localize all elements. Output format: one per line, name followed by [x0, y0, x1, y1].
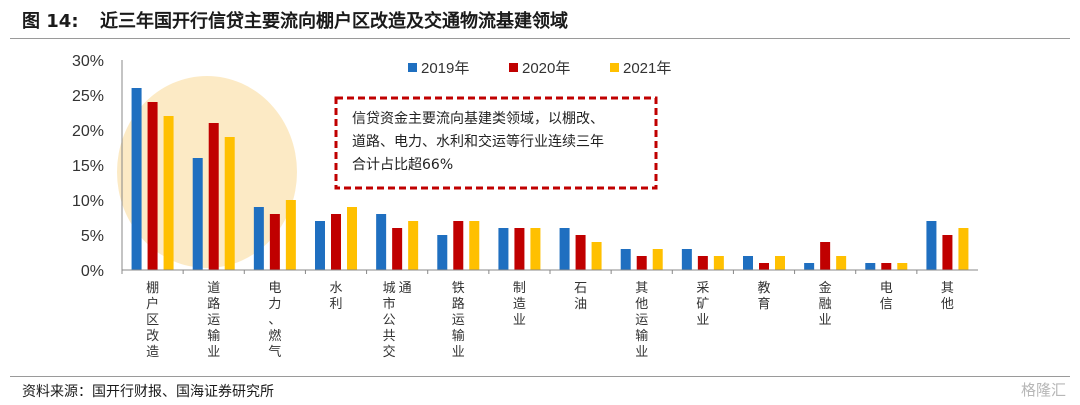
bar-2020年-采矿业	[697, 256, 708, 270]
bar-2020年-棚户区改造	[147, 102, 158, 270]
bar-2021年-道路运输业	[224, 137, 235, 270]
bar-2020年-石油	[575, 235, 586, 270]
x-category-label: 棚户区改造	[146, 281, 159, 360]
bar-2020年-道路运输业	[208, 123, 219, 270]
figure-title: 近三年国开行信贷主要流向棚户区改造及交通物流基建领域	[100, 11, 568, 32]
x-category-label: 铁路运输业	[452, 281, 465, 360]
x-category-label: 电力、燃气	[268, 281, 281, 360]
bar-2019年-教育	[743, 256, 753, 270]
annotation-line: 道路、电力、水利和交运等行业连续三年	[352, 133, 604, 150]
bar-2020年-铁路运输业	[453, 221, 464, 270]
y-tick-label: 20%	[72, 123, 104, 140]
bar-chart: 0% 5% 10% 15% 20% 25% 30% 棚户区改造 道路运输业 电力、燃气 水利 城市公…	[72, 53, 978, 360]
bar-2021年-制造业	[530, 228, 541, 270]
source-note: 资料来源：国开行财报、国海证券研究所	[22, 384, 274, 400]
bar-2019年-制造业	[498, 228, 509, 270]
annotation-text: 信贷资金主要流向基建类领域，以棚改、道路、电力、水利和交运等行业连续三年合计占比…	[352, 110, 604, 173]
bar-2019年-采矿业	[681, 249, 692, 270]
x-category-label: 水利	[329, 281, 342, 312]
bar-2021年-棚户区改造	[163, 116, 174, 270]
y-tick-label: 25%	[72, 88, 104, 105]
bar-2019年-城市公共交通	[376, 214, 387, 270]
x-category-label: 城市公共交通	[383, 281, 412, 360]
footer-rule	[10, 376, 1070, 377]
header-rule	[10, 38, 1070, 39]
annotation-line: 信贷资金主要流向基建类领域，以棚改、	[352, 110, 604, 127]
bar-2019年-石油	[559, 228, 570, 270]
bar-2021年-其他	[958, 228, 969, 270]
y-tick-label: 15%	[72, 158, 104, 175]
x-category-label: 电信	[880, 281, 893, 312]
bar-2020年-城市公共交通	[392, 228, 403, 270]
bar-2019年-其他	[926, 221, 937, 270]
bar-2019年-铁路运输业	[437, 235, 448, 270]
bar-2020年-水利	[331, 214, 341, 270]
y-tick-label: 10%	[72, 193, 104, 210]
legend: 2019年 2020年 2021年	[408, 60, 671, 77]
bar-2020年-电力、燃气	[269, 214, 280, 270]
bar-2019年-金融业	[804, 263, 815, 270]
legend-label: 2020年	[522, 60, 570, 77]
bar-2020年-教育	[759, 263, 769, 270]
x-category-label: 其他	[941, 281, 954, 312]
x-category-label: 石油	[574, 281, 587, 312]
bar-2021年-采矿业	[713, 256, 724, 270]
bar-2019年-棚户区改造	[131, 88, 142, 270]
watermark: 格隆汇	[1020, 381, 1066, 399]
bar-2020年-金融业	[820, 242, 831, 270]
y-tick-label: 0%	[81, 263, 104, 280]
legend-swatch	[509, 63, 518, 72]
bar-2020年-其他运输业	[636, 256, 647, 270]
x-category-label: 金融业	[819, 280, 832, 328]
x-category-label: 制造业	[513, 281, 526, 328]
x-category-label: 教育	[757, 280, 770, 312]
bar-2019年-水利	[315, 221, 325, 270]
bar-2021年-城市公共交通	[408, 221, 419, 270]
bars-group	[131, 88, 969, 270]
bar-2020年-制造业	[514, 228, 525, 270]
bar-2019年-道路运输业	[192, 158, 203, 270]
bar-2021年-其他运输业	[652, 249, 663, 270]
annotation-line: 合计占比超66%	[352, 157, 453, 173]
bar-2021年-电信	[897, 263, 908, 270]
bar-2019年-其他运输业	[620, 249, 631, 270]
x-category-label: 其他运输业	[635, 281, 648, 360]
bar-2019年-电力、燃气	[253, 207, 264, 270]
figure-header: 图 14: 近三年国开行信贷主要流向棚户区改造及交通物流基建领域	[0, 0, 1080, 38]
y-tick-label: 5%	[81, 228, 104, 245]
bar-2021年-金融业	[836, 256, 847, 270]
annotation-box	[334, 96, 658, 190]
y-axis-ticks: 0% 5% 10% 15% 20% 25% 30%	[72, 53, 123, 280]
bar-2021年-电力、燃气	[285, 200, 296, 270]
bar-2021年-水利	[347, 207, 357, 270]
legend-swatch	[610, 63, 619, 72]
y-tick-label: 30%	[72, 53, 104, 70]
x-category-label: 采矿业	[696, 281, 709, 328]
x-category-label: 道路运输业	[207, 281, 220, 360]
legend-label: 2019年	[421, 60, 469, 77]
highlight-circle	[117, 76, 297, 268]
bar-2021年-教育	[775, 256, 785, 270]
bar-2020年-其他	[942, 235, 953, 270]
legend-label: 2021年	[623, 60, 671, 77]
bar-2019年-电信	[865, 263, 876, 270]
legend-swatch	[408, 63, 417, 72]
x-axis-categories: 棚户区改造 道路运输业 电力、燃气 水利 城市公共交通 铁路运输业 制造业 石油 其他运输业 采矿…	[121, 270, 954, 360]
figure-label: 图 14:	[22, 11, 79, 32]
bar-2021年-石油	[591, 242, 602, 270]
bar-2020年-电信	[881, 263, 892, 270]
bar-2021年-铁路运输业	[469, 221, 480, 270]
